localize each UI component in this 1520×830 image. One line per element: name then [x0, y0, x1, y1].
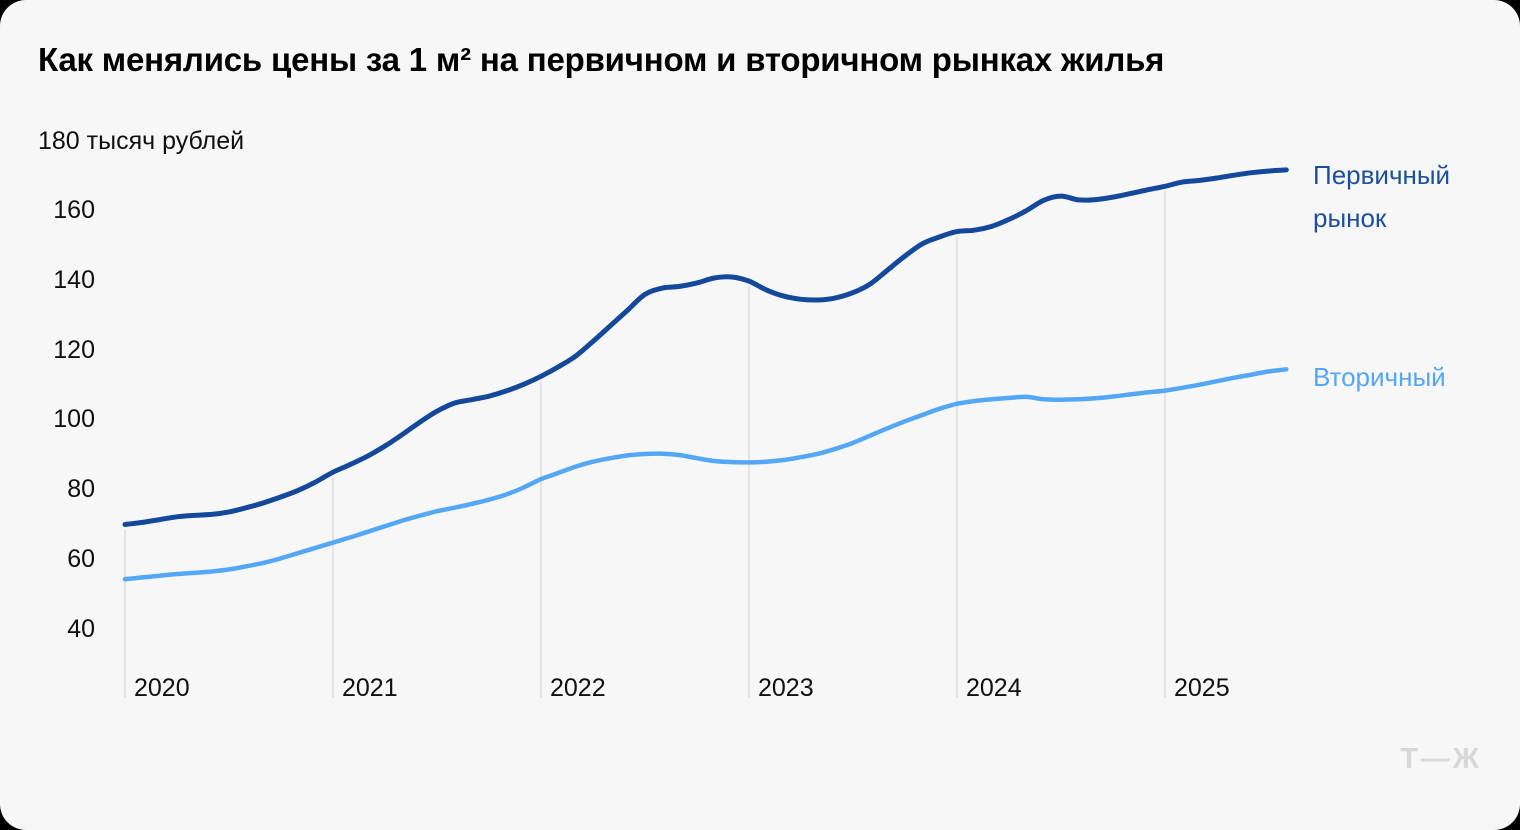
- series-lines: [122, 167, 1289, 582]
- legend-secondary-line1: Вторичный: [1313, 362, 1446, 392]
- legend-primary-line1: Первичный: [1313, 160, 1451, 190]
- y-tick-label-160: 160: [53, 196, 95, 224]
- y-tick-label-120: 120: [53, 336, 95, 364]
- chart-title: Как менялись цены за 1 м² на первичном и…: [38, 41, 1165, 78]
- y-tick-label-60: 60: [67, 545, 95, 573]
- x-tick-label-2020: 2020: [134, 674, 190, 702]
- y-tick-label-40: 40: [67, 615, 95, 643]
- x-tick-label-2022: 2022: [550, 674, 606, 702]
- y-tick-label-140: 140: [53, 266, 95, 294]
- y-tick-label-80: 80: [67, 475, 95, 503]
- legend-primary-market: Первичный рынок: [1313, 154, 1450, 240]
- legend-primary-line2: рынок: [1313, 203, 1387, 233]
- y-axis-unit-label: 180 тысяч рублей: [38, 127, 245, 155]
- x-tick-label-2023: 2023: [758, 674, 814, 702]
- tzh-logo: Т—Ж: [1400, 743, 1482, 775]
- year-gridlines: [124, 191, 1166, 698]
- secondary-market-line: [122, 367, 1289, 582]
- primary-market-line: [122, 167, 1289, 527]
- x-tick-label-2021: 2021: [342, 674, 398, 702]
- x-tick-label-2025: 2025: [1174, 674, 1230, 702]
- legend-secondary-market: Вторичный: [1313, 356, 1446, 399]
- y-tick-label-100: 100: [53, 405, 95, 433]
- x-tick-label-2024: 2024: [966, 674, 1022, 702]
